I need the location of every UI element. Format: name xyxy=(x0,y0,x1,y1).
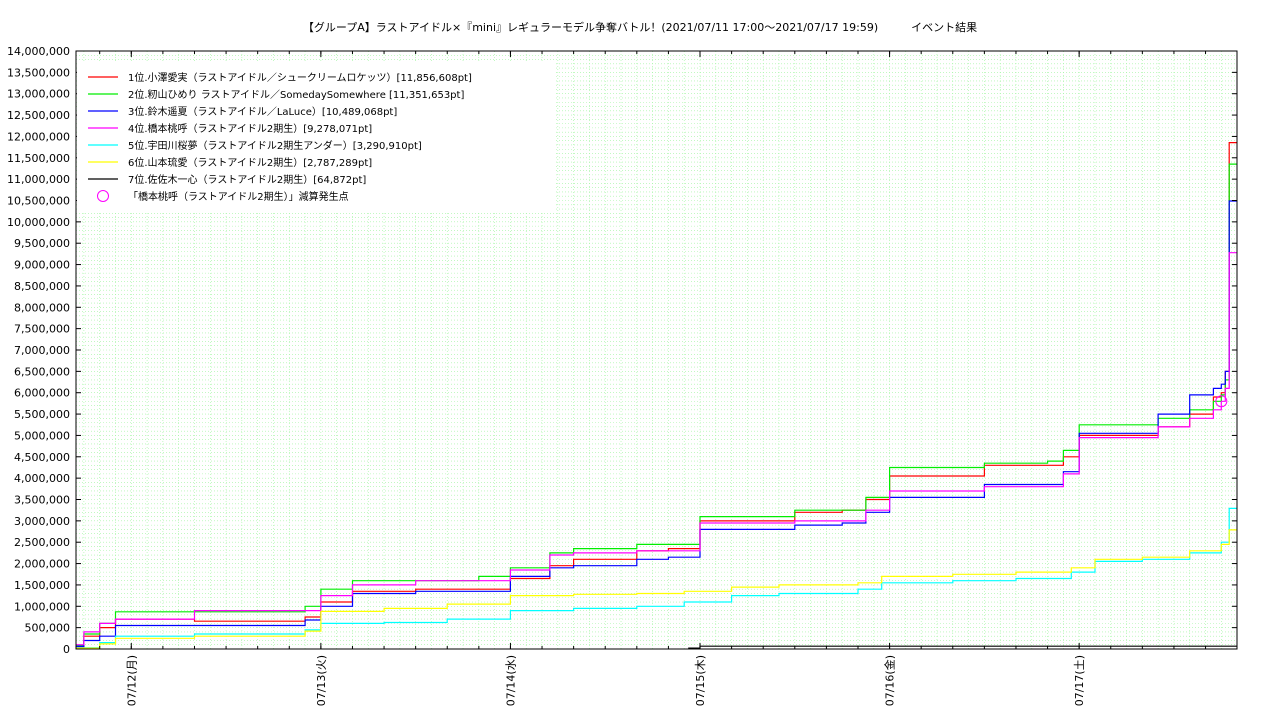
y-tick-label: 11,500,000 xyxy=(7,152,70,165)
series-line-4 xyxy=(76,252,1237,646)
legend-label-4: 4位.橋本桃呼（ラストアイドル2期生）[9,278,071pt] xyxy=(128,122,372,135)
series-line-2 xyxy=(76,163,1237,647)
axes-layer: 0 500,000 1,000,000 1,500,000 2,000,000 2,500… xyxy=(7,45,1238,706)
y-tick-label: 3,500,000 xyxy=(14,494,70,507)
marker-layer xyxy=(1215,395,1228,408)
series-layer xyxy=(76,142,1237,649)
x-tick-label: 07/17(土) xyxy=(1073,655,1086,706)
legend-label-1: 1位.小澤愛実（ラストアイドル／シュークリームロケッツ）[11,856,608p… xyxy=(128,71,472,84)
y-tick-label: 14,000,000 xyxy=(7,45,70,58)
x-tick-label: 07/14(水) xyxy=(504,655,517,706)
series-line-7 xyxy=(688,645,1237,649)
y-tick-label: 5,500,000 xyxy=(14,408,70,421)
legend: 1位.小澤愛実（ラストアイドル／シュークリームロケッツ）[11,856,608p… xyxy=(77,61,555,211)
y-tick-label: 13,000,000 xyxy=(7,88,70,101)
y-tick-label: 5,000,000 xyxy=(14,429,70,442)
y-tick-label: 4,000,000 xyxy=(14,472,70,485)
legend-label-6: 6位.山本琉愛（ラストアイドル2期生）[2,787,289pt] xyxy=(128,156,372,169)
y-tick-label: 13,500,000 xyxy=(7,66,70,79)
y-tick-label: 4,500,000 xyxy=(14,451,70,464)
y-tick-label: 9,000,000 xyxy=(14,259,70,272)
x-tick-label: 07/16(金) xyxy=(883,655,897,706)
y-tick-label: 0 xyxy=(63,643,70,656)
x-tick-label: 07/15(木) xyxy=(694,655,707,706)
legend-marker-swatch xyxy=(97,190,109,202)
y-tick-label: 6,000,000 xyxy=(14,387,70,400)
y-tick-label: 10,000,000 xyxy=(7,216,70,229)
x-tick-label: 07/12(月) xyxy=(125,655,138,706)
legend-label-3: 3位.鈴木遥夏（ラストアイドル／LaLuce）[10,489,068pt] xyxy=(128,105,397,118)
y-tick-label: 7,000,000 xyxy=(14,344,70,357)
y-tick-label: 1,500,000 xyxy=(14,579,70,592)
chart-title: 【グループA】ラストアイドル×『mini』レギュラーモデル争奪バトル！(2021… xyxy=(302,21,978,34)
y-tick-label: 8,500,000 xyxy=(14,280,70,293)
y-tick-label: 500,000 xyxy=(25,622,71,635)
legend-background xyxy=(77,61,555,211)
series-line-1 xyxy=(76,142,1237,648)
series-line-6 xyxy=(76,529,1237,649)
y-tick-label: 11,000,000 xyxy=(7,173,70,186)
y-tick-label: 2,500,000 xyxy=(14,536,70,549)
legend-label-2: 2位.籾山ひめり ラストアイドル／SomedaySomewhere [11,35… xyxy=(128,88,464,101)
y-tick-label: 9,500,000 xyxy=(14,237,70,250)
series-line-3 xyxy=(76,200,1237,647)
legend-label-7: 7位.佐佐木一心（ラストアイドル2期生）[64,872pt] xyxy=(128,173,366,186)
legend-label-5: 5位.宇田川桜夢（ラストアイドル2期生アンダー）[3,290,910pt] xyxy=(128,139,422,152)
y-tick-label: 12,500,000 xyxy=(7,109,70,122)
y-tick-label: 7,500,000 xyxy=(14,323,70,336)
y-tick-label: 12,000,000 xyxy=(7,130,70,143)
y-tick-label: 1,000,000 xyxy=(14,600,70,613)
y-tick-label: 6,500,000 xyxy=(14,365,70,378)
y-tick-label: 8,000,000 xyxy=(14,301,70,314)
y-tick-label: 3,000,000 xyxy=(14,515,70,528)
y-tick-label: 10,500,000 xyxy=(7,195,70,208)
legend-marker-label: 「橋本桃呼（ラストアイドル2期生）」減算発生点 xyxy=(128,190,349,203)
marker-point-1 xyxy=(1215,395,1228,408)
y-tick-label: 2,000,000 xyxy=(14,558,70,571)
x-tick-label: 07/13(火) xyxy=(315,655,328,706)
